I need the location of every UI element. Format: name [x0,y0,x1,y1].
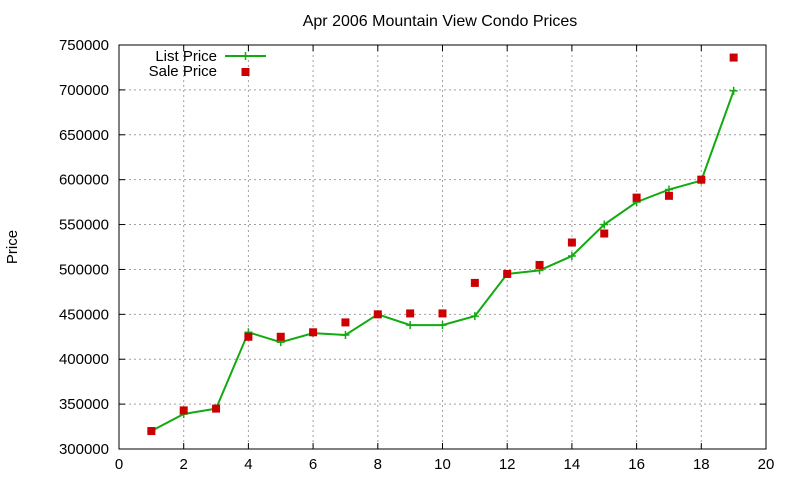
list-price-point [600,220,609,229]
sale-price-point [470,278,479,287]
legend-plus-marker [241,52,250,60]
y-tick-label: 700000 [59,82,109,99]
x-tick-label: 0 [115,456,123,473]
x-tick-label: 4 [244,456,252,473]
y-tick-label: 750000 [59,37,109,54]
list-price-point [438,321,447,330]
sale-price-point [697,175,706,184]
legend-square-swatch [241,68,250,76]
list-price-point [470,312,479,321]
x-tick-label: 10 [434,456,451,473]
sale-price-point [406,309,415,318]
y-axis-label: Price [4,230,21,264]
sale-price-point [729,53,738,62]
sale-price-point [600,229,609,238]
sale-price-point [179,406,188,415]
x-tick-label: 20 [758,456,775,473]
sale-price-point [341,318,350,327]
x-tick-label: 16 [628,456,645,473]
y-tick-label: 450000 [59,306,109,323]
axis-ticks: 300000 350000 400000 450000 500000 550000 6000… [59,37,774,473]
y-tick-label: 600000 [59,172,109,189]
list-price-point [729,86,738,95]
sale-price-point [147,427,156,436]
sale-price-point [244,332,253,341]
y-tick-label: 300000 [59,441,109,458]
y-tick-label: 550000 [59,217,109,234]
series-sale-price [147,53,738,436]
legend-label: List Price [155,48,217,65]
list-price-point [567,251,576,260]
sale-price-point [309,328,318,337]
sale-price-point [632,193,641,202]
sale-price-point [438,309,447,318]
x-tick-label: 8 [374,456,382,473]
sale-price-point [503,269,512,278]
x-tick-label: 6 [309,456,317,473]
legend-label: Sale Price [149,63,217,80]
chart-title: Apr 2006 Mountain View Condo Prices [303,13,578,30]
y-tick-label: 650000 [59,127,109,144]
x-tick-label: 14 [564,456,581,473]
sale-price-point [535,260,544,269]
list-price-point [406,321,415,330]
sale-price-point [664,191,673,200]
grid [119,45,766,449]
list-price-point [341,330,350,339]
y-tick-label: 400000 [59,351,109,368]
x-tick-label: 12 [499,456,516,473]
y-tick-label: 350000 [59,396,109,413]
sale-price-point [373,310,382,319]
y-tick-label: 500000 [59,261,109,278]
sale-price-point [567,238,576,247]
x-tick-label: 18 [693,456,710,473]
x-tick-label: 2 [180,456,188,473]
sale-price-point [276,332,285,341]
sale-price-point [212,404,221,413]
